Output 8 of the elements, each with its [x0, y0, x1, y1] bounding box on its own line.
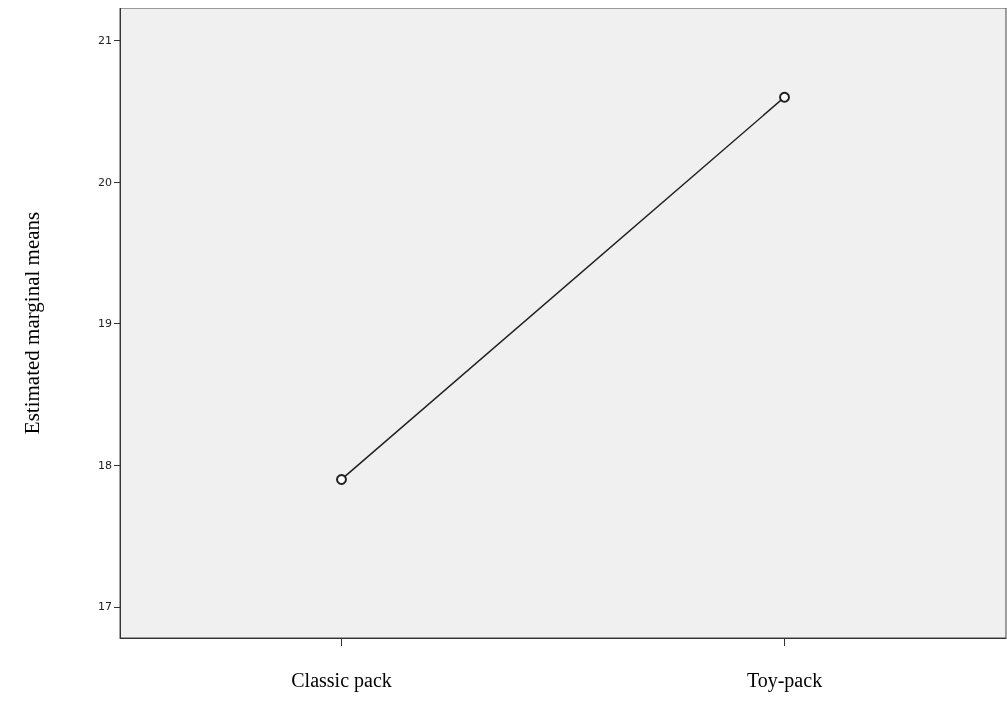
y-tick-label: 20	[98, 175, 112, 189]
x-tick-label: Classic pack	[291, 669, 392, 692]
y-tick-label: 21	[98, 34, 112, 48]
x-tick-label: Toy-pack	[746, 669, 823, 692]
y-tick-label: 18	[98, 458, 112, 472]
y-tick-label: 17	[98, 600, 112, 614]
y-axis-title: Estimated marginal means	[19, 211, 44, 435]
y-tick-label: 19	[98, 317, 112, 331]
